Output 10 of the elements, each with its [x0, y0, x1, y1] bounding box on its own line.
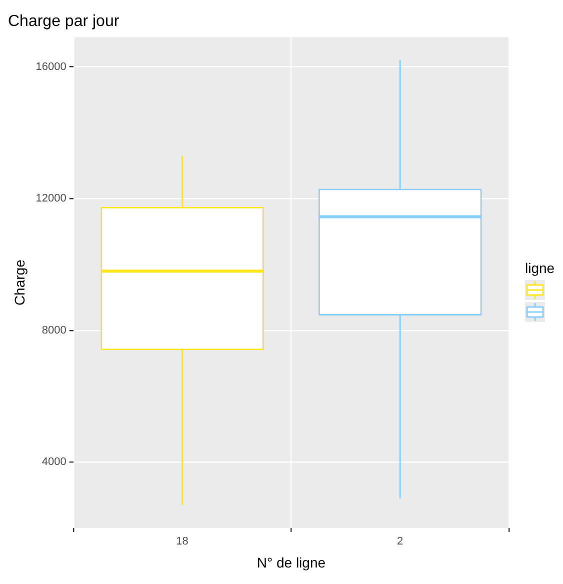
- y-tick-label: 16000: [36, 60, 66, 73]
- x-tick-label: 18: [176, 536, 188, 548]
- legend-title: ligne: [525, 260, 555, 276]
- y-axis-title: Charge: [11, 259, 28, 306]
- x-tick-label: 2: [397, 536, 404, 548]
- y-tick-label: 8000: [42, 324, 66, 336]
- y-tick-label: 12000: [36, 192, 66, 205]
- chart-title: Charge par jour: [8, 13, 120, 30]
- y-tick-label: 4000: [42, 456, 66, 468]
- x-axis-title: N° de ligne: [256, 554, 326, 570]
